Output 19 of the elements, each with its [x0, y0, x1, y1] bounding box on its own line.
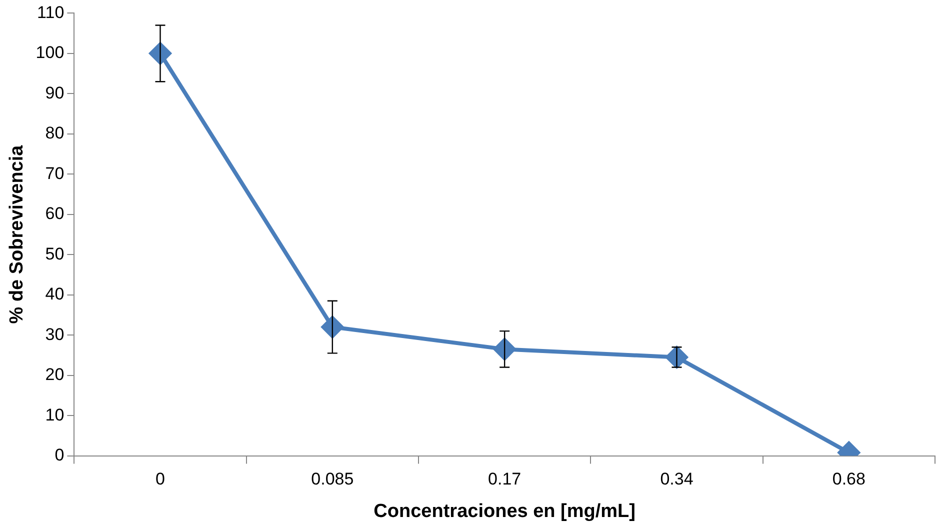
y-tick-label: 0: [54, 445, 64, 464]
y-tick-label: 100: [36, 43, 64, 62]
y-tick-label: 50: [45, 244, 64, 264]
y-tick-label: 110: [37, 2, 64, 22]
y-tick-label: 60: [45, 204, 64, 224]
x-axis-title: Concentraciones en [mg/mL]: [374, 500, 636, 522]
x-tick-label: 0.085: [311, 470, 354, 489]
y-axis-title: % de Sobrevivencia: [6, 144, 28, 324]
y-tick-label: 40: [45, 284, 64, 304]
y-tick-label: 30: [45, 324, 64, 344]
x-tick-label: 0.34: [660, 470, 694, 489]
y-tick-label: 70: [45, 164, 64, 183]
y-tick-label: 90: [45, 83, 64, 102]
y-tick-label: 80: [45, 124, 64, 143]
x-tick-label: 0.17: [488, 470, 522, 489]
y-tick-label: 10: [45, 405, 64, 424]
x-tick-label: 0: [156, 470, 165, 489]
x-tick-label: 0.68: [832, 470, 866, 489]
y-tick-label: 20: [45, 365, 64, 384]
